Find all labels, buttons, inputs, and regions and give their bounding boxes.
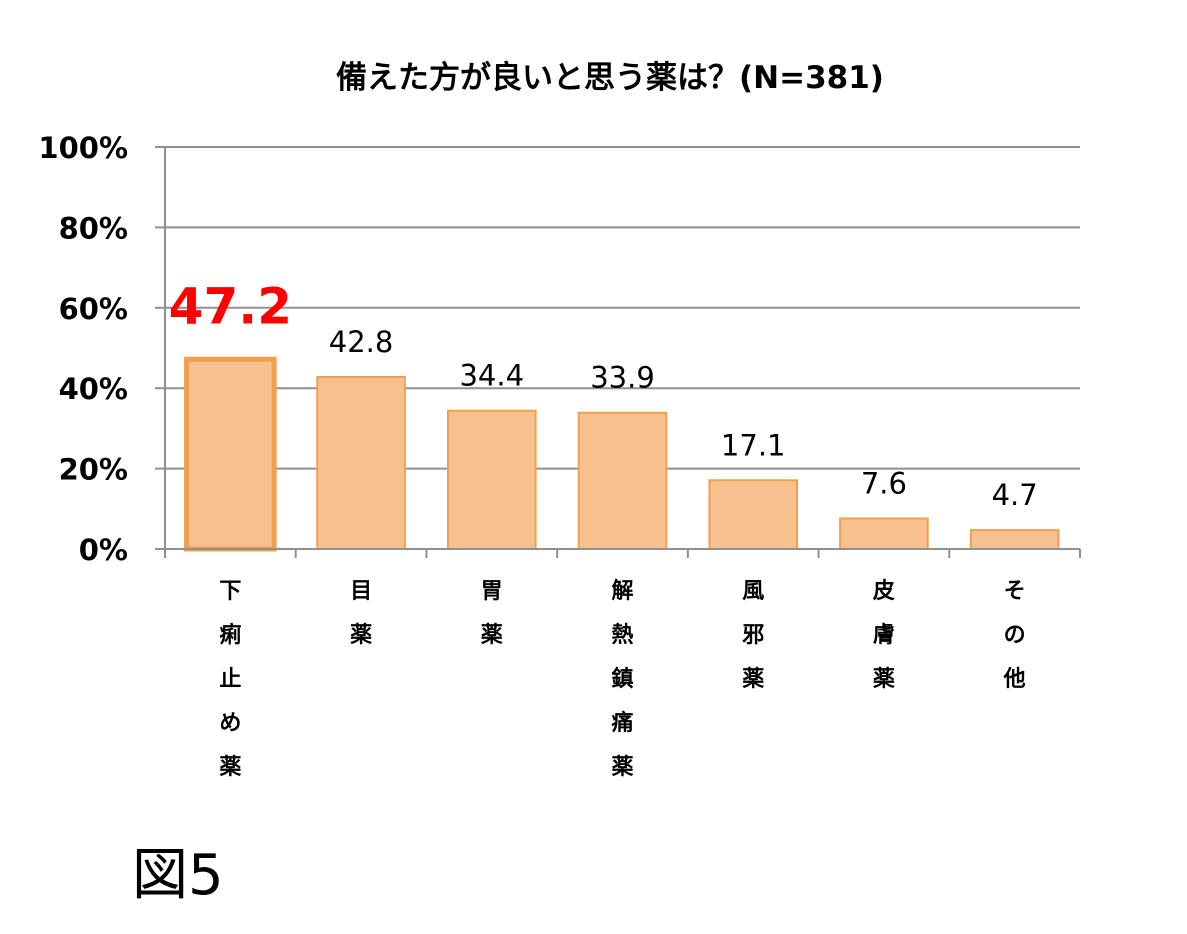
category-label: 胃薬 <box>481 579 503 648</box>
category-label: その他 <box>1003 579 1026 692</box>
category-labels: 下痢止め薬 目薬 胃薬 解熱鎮痛薬 風邪薬 皮膚薬 その他 <box>219 578 1025 780</box>
category-label: 解熱鎮痛薬 <box>611 578 633 780</box>
bar <box>446 409 537 550</box>
y-axis-ticks: 0% 20% 40% 60% 80% 100% <box>38 131 165 567</box>
bars <box>184 356 1060 552</box>
y-tick-label: 40% <box>59 372 128 406</box>
data-labels: 47.2 42.8 34.4 33.9 17.1 7.6 4.7 <box>169 277 1038 512</box>
bar <box>839 517 929 550</box>
bar <box>577 411 668 550</box>
y-tick-label: 80% <box>59 211 128 245</box>
bar <box>969 529 1060 551</box>
data-label: 42.8 <box>329 325 394 359</box>
bar <box>708 479 799 550</box>
y-tick-label: 100% <box>38 131 128 165</box>
chart-title: 備えた方が良いと思う薬は？(N=381) <box>336 60 884 96</box>
category-label: 皮膚薬 <box>873 578 895 692</box>
category-label: 目薬 <box>350 579 372 648</box>
y-tick-label: 20% <box>59 453 128 487</box>
y-tick-label: 0% <box>79 533 128 567</box>
data-label: 7.6 <box>861 466 907 500</box>
figure-label: 図5 <box>132 843 224 908</box>
data-label: 47.2 <box>169 277 292 335</box>
data-label: 33.9 <box>590 361 655 395</box>
data-label: 34.4 <box>459 359 524 393</box>
category-label: 下痢止め薬 <box>219 579 241 780</box>
data-label: 17.1 <box>721 428 786 462</box>
axes <box>164 147 1081 558</box>
y-tick-label: 60% <box>59 292 128 326</box>
category-label: 風邪薬 <box>741 579 764 692</box>
data-label: 4.7 <box>992 478 1038 512</box>
bar <box>316 375 406 550</box>
bar <box>184 356 277 552</box>
